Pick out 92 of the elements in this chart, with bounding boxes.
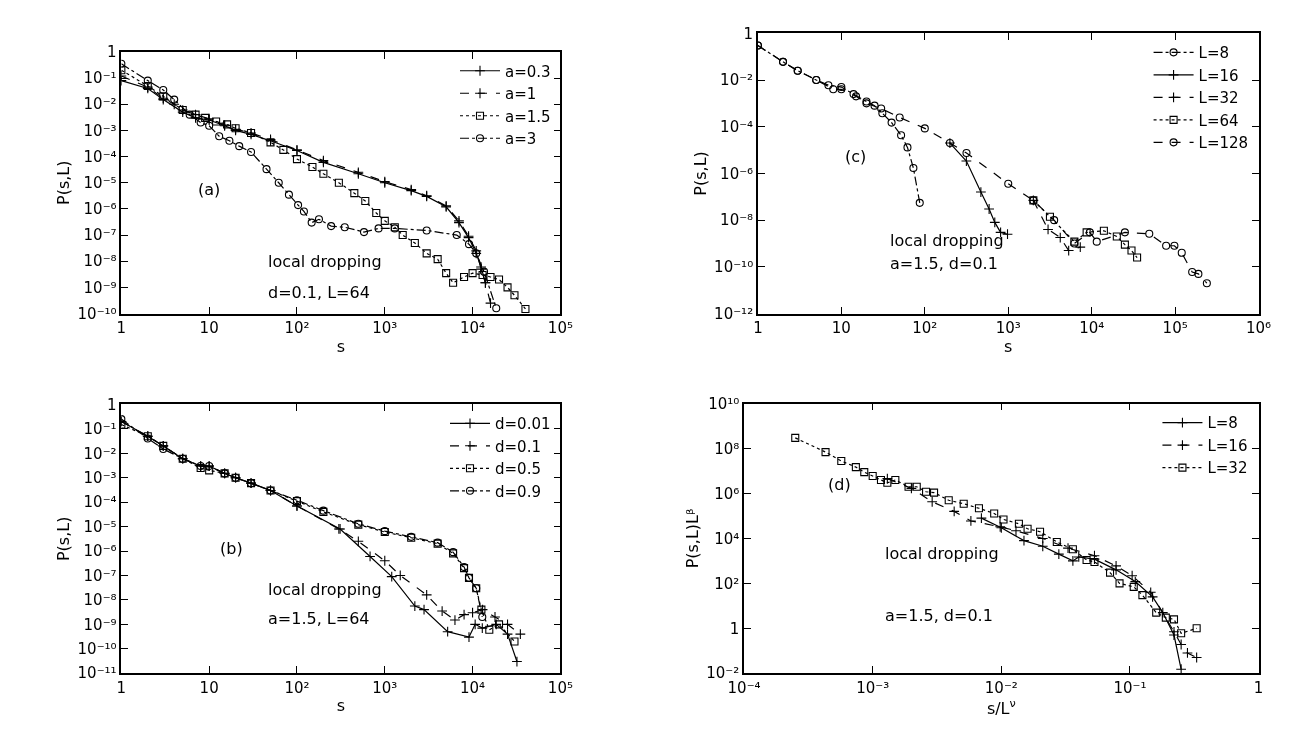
y-tick-label: 10⁻¹¹ bbox=[77, 664, 117, 683]
y-tick-label: 10⁻⁵ bbox=[83, 173, 117, 192]
y-tick-label: 10⁻⁹ bbox=[83, 615, 117, 634]
y-tick-label: 10⁻² bbox=[720, 71, 754, 90]
x-tick-label: 10⁵ bbox=[547, 678, 573, 697]
x-tick-label: 10³ bbox=[372, 678, 398, 697]
y-tick-label: 1 bbox=[107, 43, 117, 62]
y-tick-label: 10⁻² bbox=[83, 444, 117, 463]
x-tick-label: 10 bbox=[831, 319, 851, 338]
y-tick-label: 10⁻¹⁰ bbox=[714, 258, 754, 277]
x-tick-label: 10³ bbox=[995, 319, 1021, 338]
y-tick-label: 10⁻⁴ bbox=[83, 147, 117, 166]
y-tick-label: 1 bbox=[107, 395, 117, 414]
legend-label: L=8 bbox=[1198, 44, 1230, 63]
y-tick-label: 10¹⁰ bbox=[708, 394, 740, 413]
y-tick-label: 10⁻¹ bbox=[83, 69, 117, 88]
x-tick-label: 10⁶ bbox=[1246, 319, 1272, 338]
y-tick-label: 10⁻¹² bbox=[714, 304, 754, 323]
x-axis-title: s/L$^{ν}$ bbox=[986, 696, 1016, 718]
legend-label: L=128 bbox=[1198, 134, 1249, 153]
annotation: a=1.5, d=0.1 bbox=[890, 254, 998, 273]
x-tick-label: 10⁻¹ bbox=[1113, 678, 1147, 697]
y-tick-label: 10⁻⁸ bbox=[83, 252, 117, 271]
y-tick-label: 10⁻⁴ bbox=[720, 117, 754, 136]
x-axis-title: s bbox=[336, 336, 346, 356]
x-tick-label: 10 bbox=[199, 319, 219, 338]
annotation: local dropping bbox=[885, 544, 999, 563]
y-tick-label: 10⁻⁶ bbox=[83, 542, 117, 561]
legend-label: d=0.5 bbox=[495, 460, 541, 479]
x-tick-label: 10⁵ bbox=[1162, 319, 1188, 338]
annotation: local dropping bbox=[890, 231, 1004, 250]
y-axis-title: P(s,L) bbox=[53, 160, 73, 205]
x-tick-label: 10⁴ bbox=[460, 678, 486, 697]
y-tick-label: 1 bbox=[729, 619, 740, 638]
legend-label: a=0.3 bbox=[505, 62, 551, 81]
x-tick-label: 10⁴ bbox=[460, 319, 486, 338]
x-tick-label: 10² bbox=[284, 319, 310, 338]
y-tick-label: 10⁻² bbox=[83, 95, 117, 114]
legend-label: d=0.01 bbox=[495, 415, 551, 434]
annotation: local dropping bbox=[268, 580, 382, 599]
annotation: (b) bbox=[220, 539, 243, 558]
annotation: local dropping bbox=[268, 252, 382, 271]
y-tick-label: 10⁻¹⁰ bbox=[77, 640, 117, 659]
annotation: a=1.5, d=0.1 bbox=[885, 606, 993, 625]
legend-label: L=16 bbox=[1198, 66, 1239, 85]
legend-label: L=32 bbox=[1198, 89, 1239, 108]
x-axis-title: s bbox=[336, 696, 346, 716]
y-tick-label: 10⁻¹⁰ bbox=[77, 304, 117, 323]
legend-label: d=0.9 bbox=[495, 482, 541, 501]
y-tick-label: 10⁻⁶ bbox=[720, 164, 754, 183]
y-axis-title: P(s,L) bbox=[53, 516, 73, 562]
annotation: (a) bbox=[198, 180, 221, 199]
annotation: a=1.5, L=64 bbox=[268, 609, 370, 628]
x-tick-label: 10⁻² bbox=[984, 678, 1018, 697]
y-axis-title: P(s,L) bbox=[690, 151, 710, 196]
y-tick-label: 10⁻⁷ bbox=[83, 566, 117, 585]
x-tick-label: 10³ bbox=[372, 319, 398, 338]
y-tick-label: 10⁸ bbox=[714, 439, 740, 458]
y-tick-label: 10⁻³ bbox=[83, 121, 117, 140]
x-tick-label: 10⁴ bbox=[1079, 319, 1105, 338]
y-tick-label: 10⁻⁶ bbox=[83, 200, 117, 219]
legend-label: L=64 bbox=[1198, 111, 1239, 130]
x-tick-label: 10⁵ bbox=[547, 319, 573, 338]
x-tick-label: 10 bbox=[199, 678, 219, 697]
annotation: d=0.1, L=64 bbox=[268, 283, 370, 302]
legend-label: a=3 bbox=[505, 130, 537, 149]
y-axis-title: P(s,L)Lᵝ bbox=[682, 508, 702, 569]
y-tick-label: 10² bbox=[714, 574, 740, 593]
y-tick-label: 10⁻³ bbox=[83, 468, 117, 487]
legend-label: d=0.1 bbox=[495, 437, 541, 456]
x-tick-label: 10² bbox=[284, 678, 310, 697]
x-tick-label: 10⁻³ bbox=[856, 678, 890, 697]
y-tick-label: 1 bbox=[743, 24, 754, 43]
y-tick-label: 10⁻⁴ bbox=[83, 493, 117, 512]
y-tick-label: 10⁻⁸ bbox=[83, 591, 117, 610]
y-tick-label: 10⁻⁵ bbox=[83, 517, 117, 536]
x-tick-label: 1 bbox=[1253, 678, 1264, 697]
x-tick-label: 10² bbox=[912, 319, 938, 338]
legend-label: a=1 bbox=[505, 85, 537, 104]
y-tick-label: 10⁴ bbox=[714, 529, 740, 548]
annotation: (d) bbox=[828, 475, 851, 494]
y-tick-label: 10⁻¹ bbox=[83, 420, 117, 439]
legend-label: L=8 bbox=[1207, 414, 1238, 433]
x-axis-title: s bbox=[1004, 337, 1013, 357]
y-tick-label: 10⁻⁷ bbox=[83, 226, 117, 245]
y-tick-label: 10⁶ bbox=[714, 484, 740, 503]
annotation: (c) bbox=[845, 147, 867, 166]
legend-label: L=32 bbox=[1207, 459, 1248, 478]
y-tick-label: 10⁻⁹ bbox=[83, 278, 117, 297]
legend-label: a=1.5 bbox=[505, 107, 551, 126]
legend-label: L=16 bbox=[1207, 436, 1248, 455]
y-tick-label: 10⁻⁸ bbox=[720, 211, 754, 230]
